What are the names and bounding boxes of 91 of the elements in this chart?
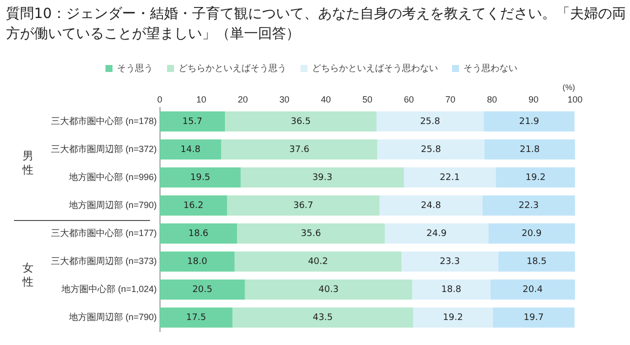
text: 19.7 <box>524 312 544 323</box>
bar <box>160 111 225 132</box>
text: 14.8 <box>180 144 201 155</box>
bar <box>160 251 235 272</box>
text: 37.6 <box>289 144 310 155</box>
text: 19.2 <box>442 312 463 323</box>
legend-label: そう思わない <box>464 62 518 73</box>
text: 36.7 <box>293 200 314 211</box>
x-tick-label: 90 <box>528 94 538 104</box>
x-tick-label: 40 <box>320 94 331 104</box>
text: 15.7 <box>182 116 202 127</box>
bar <box>384 223 488 244</box>
text: 22.3 <box>518 200 539 211</box>
bar <box>221 139 378 160</box>
x-tick-label: 50 <box>362 94 372 104</box>
bar <box>234 251 402 272</box>
bar <box>496 167 575 188</box>
bar <box>490 279 575 300</box>
x-tick-label: 0 <box>157 94 162 104</box>
chart-title: 質問10：ジェンダー・結婚・子育て観について、あなた自身の考えを教えてください。「夫婦の両方が働いていることが望ましい」（単一回答） <box>6 5 626 44</box>
text: 40.3 <box>318 284 339 295</box>
y-tick-label: 三大都市圏中心部 (n=177) <box>50 228 157 238</box>
text: 18.5 <box>526 256 547 267</box>
bar <box>379 195 482 216</box>
bar <box>240 167 404 188</box>
y-tick-label: 地方圏中心部 (n=996) <box>68 172 157 182</box>
bar <box>224 111 377 132</box>
legend-label: どちらかといえばそう思わない <box>312 62 438 73</box>
x-tick-label: 60 <box>404 94 414 104</box>
text: 18.8 <box>441 284 462 295</box>
text: 24.9 <box>426 228 447 239</box>
text: 40.2 <box>308 256 328 267</box>
bar <box>244 279 412 300</box>
bar <box>377 139 484 160</box>
x-tick-label: 100 <box>567 94 583 104</box>
text: 20.4 <box>522 284 543 295</box>
text: 19.2 <box>526 172 546 183</box>
text: 24.8 <box>420 200 441 211</box>
bar <box>160 223 238 244</box>
y-tick-label: 地方圏中心部 (n=1,024) <box>60 284 157 294</box>
bar <box>413 308 493 328</box>
text: 36.5 <box>290 116 311 127</box>
bar <box>484 139 575 160</box>
y-tick-label: 三大都市圏周辺部 (n=373) <box>50 256 157 266</box>
text: 20.9 <box>522 228 542 239</box>
bar <box>412 279 490 300</box>
text: 20.5 <box>192 284 212 295</box>
text: 23.3 <box>440 256 460 267</box>
text: 25.8 <box>420 116 440 127</box>
x-tick-label: 80 <box>486 94 497 104</box>
text: 21.8 <box>520 144 540 155</box>
bar <box>160 167 241 188</box>
text: 43.5 <box>312 312 333 323</box>
bar <box>160 139 222 160</box>
y-tick-label: 三大都市圏周辺部 (n=372) <box>50 144 157 154</box>
bar <box>484 111 575 132</box>
y-tick-label: 地方圏周辺部 (n=790) <box>68 312 157 322</box>
bar <box>160 308 232 328</box>
text: 17.5 <box>186 312 206 323</box>
text: 19.5 <box>190 172 210 183</box>
y-tick-label: 地方圏周辺部 (n=790) <box>68 200 157 210</box>
legend-label: どちらかといえばそう思う <box>178 62 286 73</box>
bar <box>237 223 385 244</box>
bar <box>404 167 496 188</box>
bar <box>498 251 575 272</box>
x-tick-label: 20 <box>238 94 248 104</box>
text: 21.9 <box>519 116 540 127</box>
bar <box>160 279 245 300</box>
text: 18.6 <box>188 228 208 239</box>
text: 16.2 <box>183 200 204 211</box>
bar <box>401 251 498 272</box>
y-tick-label: 三大都市圏中心部 (n=178) <box>50 116 157 126</box>
bar <box>482 195 575 216</box>
x-tick-label: 70 <box>445 94 456 104</box>
bar <box>232 308 414 328</box>
bar <box>492 308 575 328</box>
x-tick-label: 30 <box>279 94 290 104</box>
bar <box>227 195 380 216</box>
x-axis-title: (%) <box>562 83 576 92</box>
bar <box>376 111 484 132</box>
legend-label: そう思う <box>117 62 153 73</box>
text: 22.1 <box>440 172 460 183</box>
text: 18.0 <box>187 256 208 267</box>
bar <box>488 223 575 244</box>
bar <box>160 195 228 216</box>
text: 女性 <box>22 261 34 288</box>
text: 39.3 <box>312 172 332 183</box>
x-tick-label: 10 <box>196 94 206 104</box>
text: 25.8 <box>420 144 441 155</box>
text: 男性 <box>22 149 34 176</box>
text: 35.6 <box>300 228 321 239</box>
